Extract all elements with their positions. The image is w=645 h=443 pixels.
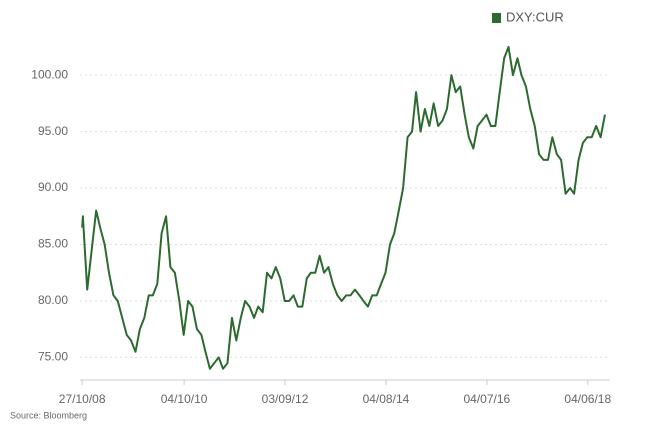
y-tick-label: 80.00	[38, 293, 68, 307]
x-tick-label: 27/10/08	[59, 392, 106, 406]
legend-swatch	[492, 13, 501, 23]
legend-label: DXY:CUR	[506, 9, 564, 24]
y-tick-label: 75.00	[38, 350, 68, 364]
data-line	[81, 45, 606, 370]
x-tick-label: 04/06/18	[564, 392, 611, 406]
y-tick-label: 100.00	[31, 67, 68, 81]
source-note: Source: Bloomberg	[10, 410, 87, 420]
x-tick-label: 04/10/10	[161, 392, 208, 406]
y-tick-label: 90.00	[38, 180, 68, 194]
x-tick-label: 03/09/12	[262, 392, 309, 406]
y-tick-label: 85.00	[38, 237, 68, 251]
x-tick-label: 04/08/14	[363, 392, 410, 406]
y-tick-label: 95.00	[38, 124, 68, 138]
x-tick-label: 04/07/16	[464, 392, 511, 406]
